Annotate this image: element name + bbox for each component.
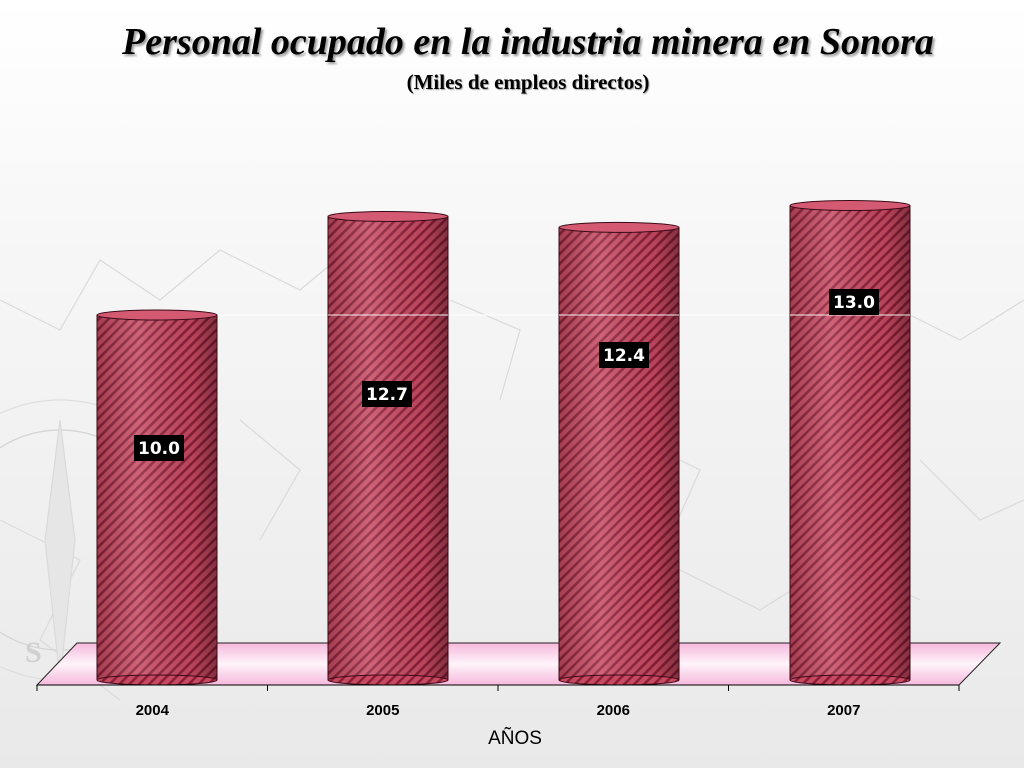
x-tick-labels: 2004 2005 2006 2007 — [136, 702, 861, 719]
bar-2006: 12.4 — [558, 221, 680, 686]
x-axis — [36, 684, 960, 691]
bar-2004: 10.0 — [96, 309, 218, 686]
svg-text:12.4: 12.4 — [603, 346, 645, 366]
svg-text:S: S — [25, 636, 42, 669]
value-label-2006: 12.4 — [599, 342, 649, 368]
bar-2007: 13.0 — [789, 200, 911, 686]
x-tick-label-2005: 2005 — [366, 702, 399, 719]
bars: 10.0 12.7 12.4 13.0 — [96, 200, 911, 686]
x-tick-label-2006: 2006 — [597, 702, 630, 719]
value-label-2007: 13.0 — [829, 289, 879, 315]
chart-title: Personal ocupado en la industria minera … — [122, 21, 934, 63]
x-axis-title: AÑOS — [488, 727, 542, 749]
svg-text:13.0: 13.0 — [833, 293, 875, 313]
value-label-2004: 10.0 — [134, 435, 184, 461]
svg-text:12.7: 12.7 — [366, 385, 408, 405]
x-tick-label-2007: 2007 — [827, 702, 860, 719]
bar-2005: 12.7 — [327, 210, 449, 686]
value-label-2005: 12.7 — [362, 381, 412, 407]
chart-subtitle: (Miles de empleos directos) — [406, 70, 650, 94]
svg-text:10.0: 10.0 — [138, 439, 180, 459]
x-tick-label-2004: 2004 — [136, 702, 170, 719]
